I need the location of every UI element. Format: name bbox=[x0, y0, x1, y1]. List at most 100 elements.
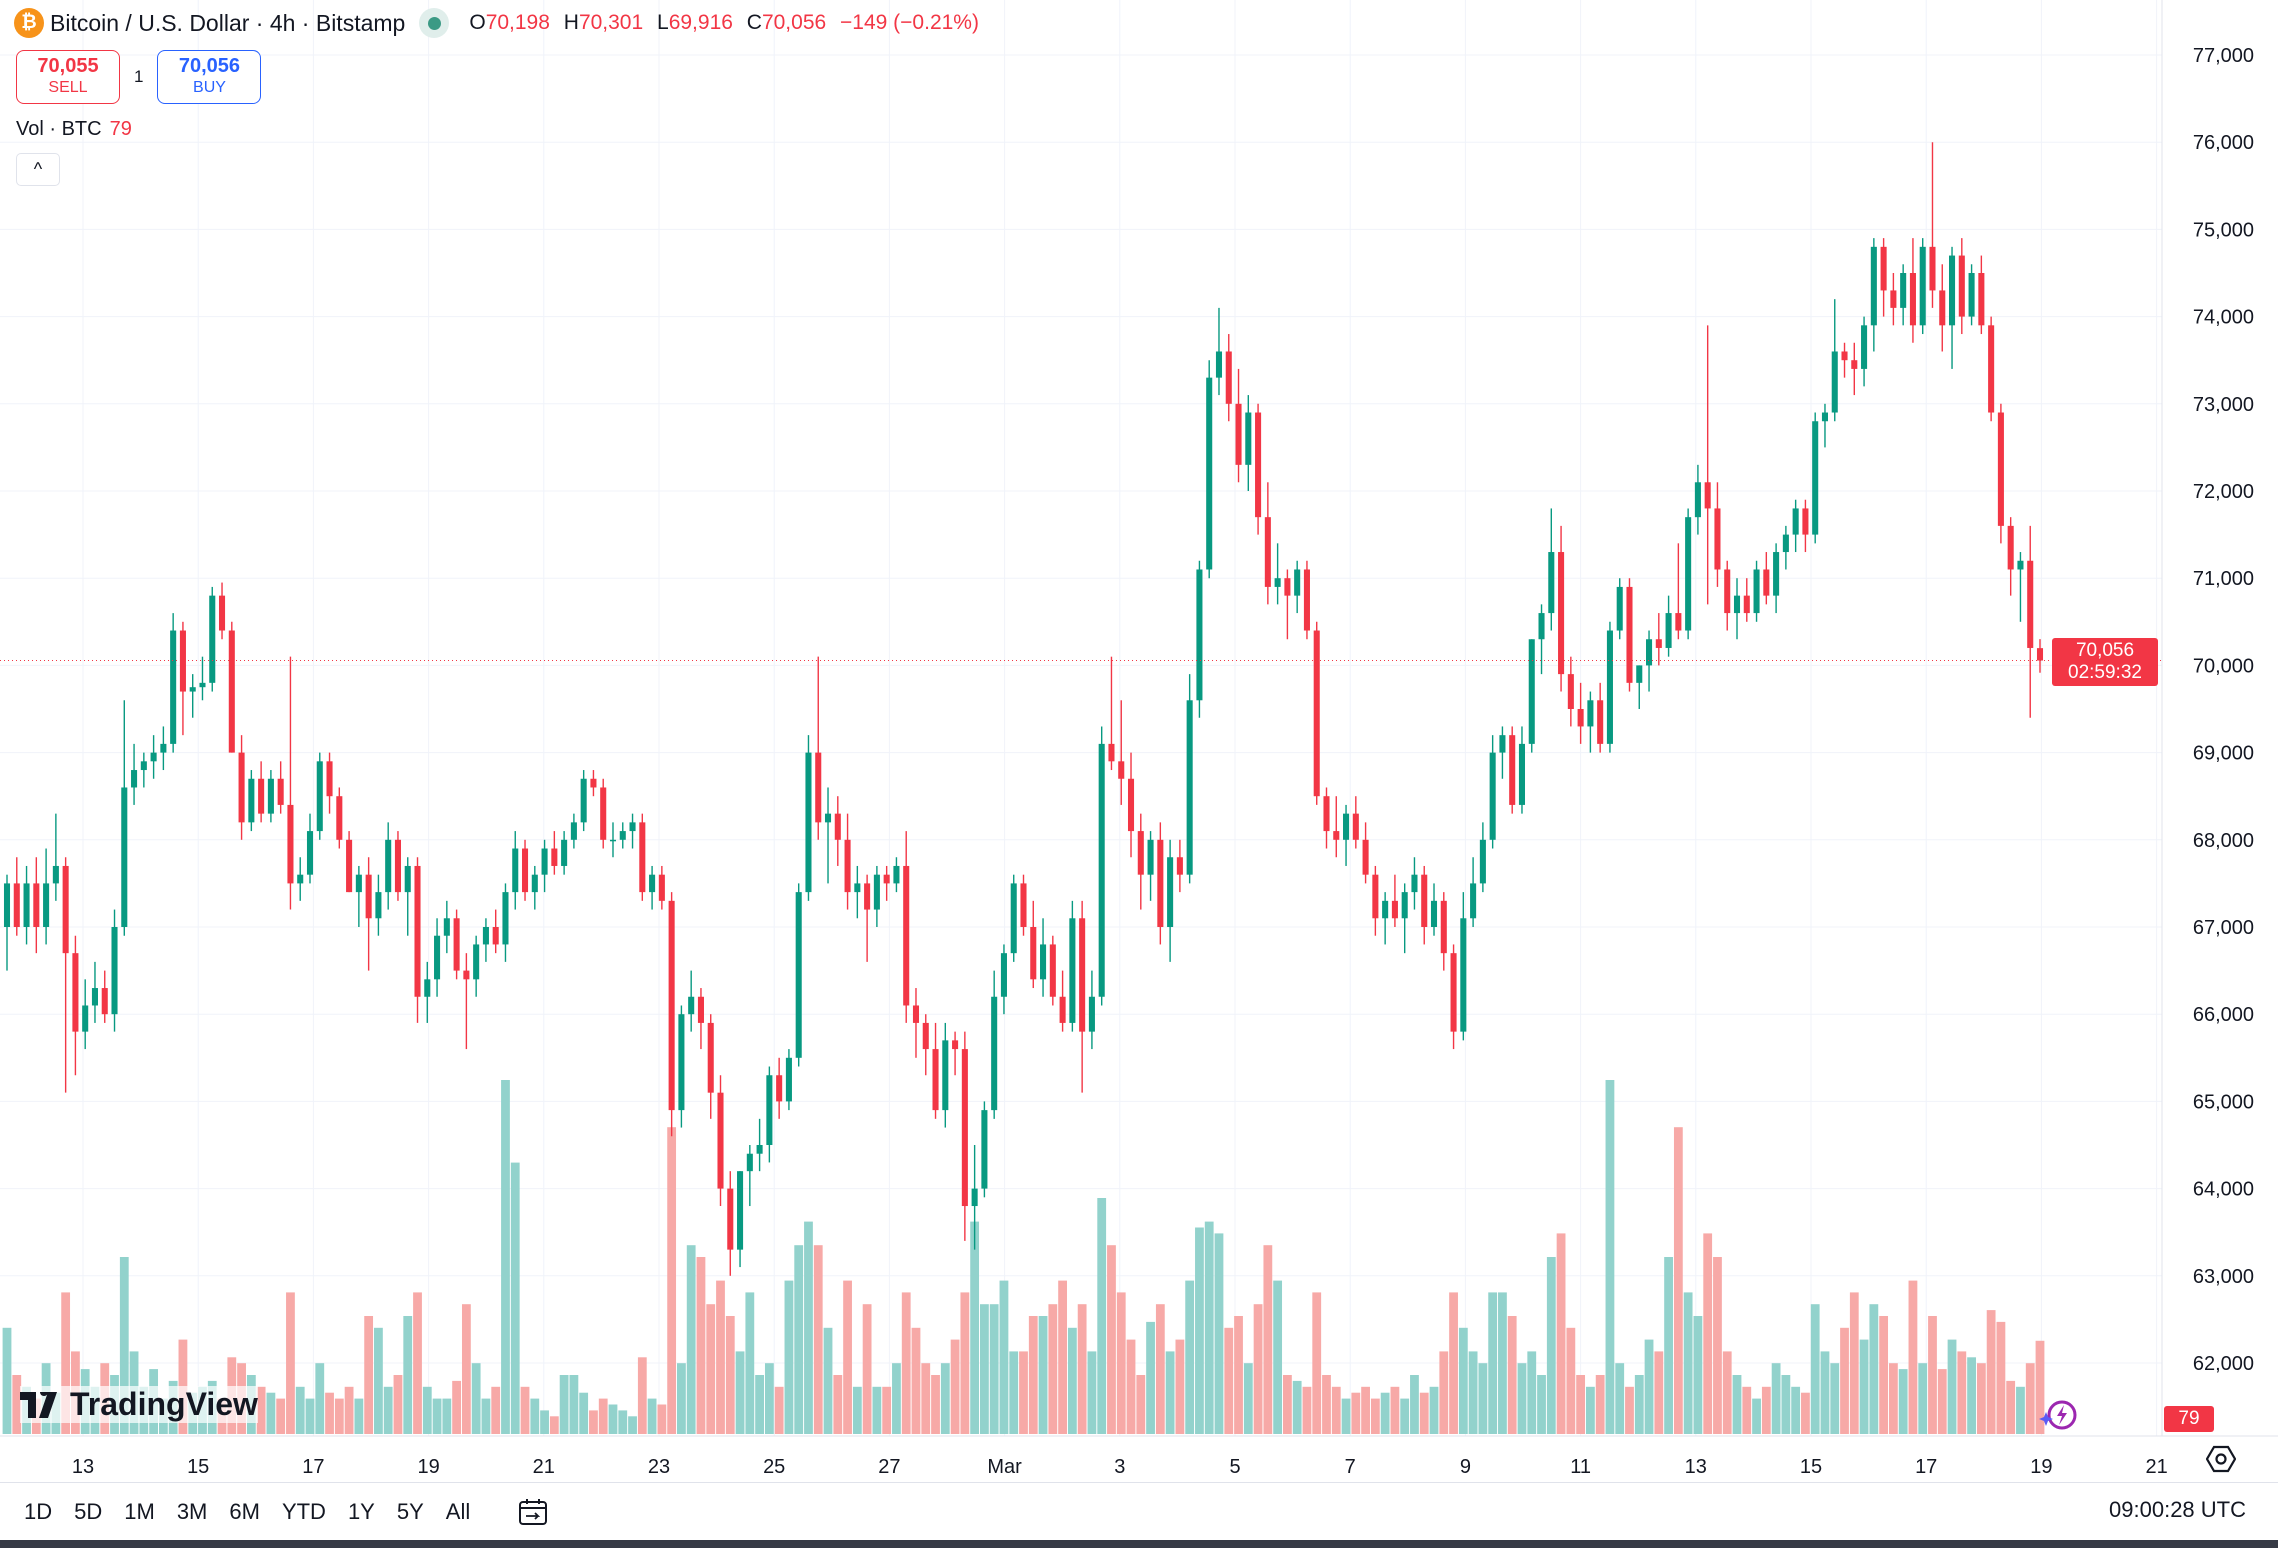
candle bbox=[873, 865, 880, 927]
candle-body bbox=[971, 1188, 978, 1207]
candle-body bbox=[346, 839, 353, 893]
volume-bar bbox=[1488, 1292, 1498, 1434]
candle-body bbox=[922, 1022, 929, 1050]
candle bbox=[570, 813, 577, 849]
candle-body bbox=[443, 918, 450, 936]
price-axis-label: 63,000 bbox=[2193, 1266, 2254, 1288]
volume-bar bbox=[413, 1292, 422, 1434]
candle-body bbox=[1225, 351, 1232, 404]
volume-bar bbox=[921, 1363, 931, 1434]
candle-body bbox=[1118, 761, 1125, 779]
timeframe-1m[interactable]: 1M bbox=[124, 1498, 155, 1524]
volume-bar bbox=[1468, 1351, 1478, 1434]
price-chart[interactable]: 77,000 76,000 75,000 74,000 73,000 72,000 71,0… bbox=[0, 0, 2278, 1480]
candle bbox=[1919, 238, 1926, 335]
candle-body bbox=[580, 778, 587, 823]
candle bbox=[297, 857, 304, 901]
utc-clock[interactable]: 09:00:28 UTC bbox=[2109, 1497, 2246, 1522]
candle-body bbox=[3, 883, 11, 927]
candle bbox=[238, 735, 245, 840]
candle bbox=[1137, 813, 1144, 910]
candle bbox=[531, 865, 538, 910]
candle-body bbox=[492, 927, 499, 945]
candle bbox=[600, 778, 607, 849]
volume-bar bbox=[305, 1398, 315, 1434]
volume-bar bbox=[1986, 1310, 1996, 1434]
volume-bar bbox=[1546, 1257, 1556, 1434]
volume-bar bbox=[1615, 1363, 1625, 1434]
volume-bar bbox=[1820, 1351, 1830, 1434]
volume-bar bbox=[12, 1375, 22, 1434]
date-range-calendar-icon[interactable] bbox=[518, 1498, 548, 1526]
volume-bar bbox=[1752, 1398, 1761, 1434]
candle-body bbox=[1352, 813, 1359, 840]
volume-bar bbox=[61, 1292, 71, 1434]
chart-settings-icon[interactable] bbox=[2206, 1444, 2236, 1474]
collapse-legend-button[interactable]: ^ bbox=[16, 153, 60, 186]
candle-body bbox=[1186, 700, 1193, 875]
market-open-dot-icon[interactable] bbox=[419, 8, 450, 38]
candle-body bbox=[404, 865, 411, 893]
candle bbox=[1733, 578, 1741, 640]
buy-button[interactable]: 70,056 BUY bbox=[157, 50, 262, 104]
volume-bar bbox=[1283, 1375, 1292, 1434]
candle-body bbox=[1470, 883, 1477, 919]
volume-bar bbox=[1761, 1386, 1771, 1434]
volume-bar bbox=[598, 1398, 608, 1434]
candle-body bbox=[668, 900, 675, 1111]
candle-body bbox=[785, 1057, 792, 1102]
time-axis-label: 7 bbox=[1345, 1456, 1356, 1478]
volume-bar bbox=[637, 1357, 647, 1434]
ai-assistant-icon[interactable] bbox=[2036, 1398, 2078, 1434]
volume-bar bbox=[892, 1363, 901, 1434]
timeframe-3m[interactable]: 3M bbox=[176, 1498, 208, 1524]
candle bbox=[766, 1066, 773, 1163]
volume-bar bbox=[1585, 1386, 1595, 1434]
volume-bar bbox=[960, 1292, 970, 1434]
candle bbox=[649, 865, 656, 910]
timeframe-ytd[interactable]: YTD bbox=[281, 1498, 326, 1524]
candle-body bbox=[1919, 246, 1926, 326]
symbol-title[interactable]: Bitcoin / U.S. Dollar · 4h · Bitstamp bbox=[50, 9, 406, 36]
candle bbox=[43, 848, 50, 945]
tradingview-logo[interactable]: TradingView bbox=[20, 1386, 258, 1423]
candle-body bbox=[473, 944, 480, 980]
timeframe-6m[interactable]: 6M bbox=[229, 1498, 260, 1524]
candle bbox=[971, 1145, 978, 1250]
timeframe-5d[interactable]: 5D bbox=[74, 1498, 103, 1524]
volume-bar bbox=[931, 1375, 940, 1434]
volume-bar bbox=[549, 1416, 559, 1434]
volume-bar bbox=[422, 1386, 432, 1434]
timeframe-1y[interactable]: 1Y bbox=[347, 1498, 375, 1524]
volume-bar bbox=[1527, 1351, 1537, 1434]
candle-body bbox=[1079, 918, 1086, 1032]
candle bbox=[1958, 238, 1965, 335]
volume-bar bbox=[2016, 1386, 2025, 1434]
volume-bar bbox=[510, 1162, 520, 1434]
candle bbox=[355, 865, 362, 927]
time-axis-label: 11 bbox=[1570, 1456, 1591, 1478]
candle bbox=[746, 1145, 753, 1207]
candle-body bbox=[238, 752, 245, 823]
time-axis-label: 23 bbox=[648, 1456, 670, 1478]
candle-body bbox=[1157, 839, 1164, 927]
volume-bar bbox=[882, 1386, 892, 1434]
volume-legend[interactable]: Vol · BTC 79 bbox=[16, 118, 132, 140]
volume-bar bbox=[1322, 1375, 1331, 1434]
timeframe-5y[interactable]: 5Y bbox=[396, 1498, 424, 1524]
candle bbox=[727, 1171, 734, 1276]
volume-bar bbox=[1390, 1386, 1400, 1434]
candle bbox=[1391, 874, 1398, 927]
timeframe-1d[interactable]: 1D bbox=[24, 1498, 53, 1524]
candle-body bbox=[1773, 552, 1780, 596]
timeframe-all[interactable]: All bbox=[445, 1498, 471, 1524]
volume-bar bbox=[1097, 1198, 1107, 1434]
price-axis-label: 72,000 bbox=[2193, 481, 2254, 503]
volume-bar bbox=[1566, 1327, 1576, 1434]
candle-body bbox=[688, 996, 695, 1015]
volume-bar bbox=[1605, 1080, 1615, 1434]
volume-bar bbox=[911, 1327, 921, 1434]
candle-body bbox=[561, 839, 568, 866]
sell-button[interactable]: 70,055 SELL bbox=[16, 50, 120, 104]
candle-body bbox=[297, 874, 304, 884]
